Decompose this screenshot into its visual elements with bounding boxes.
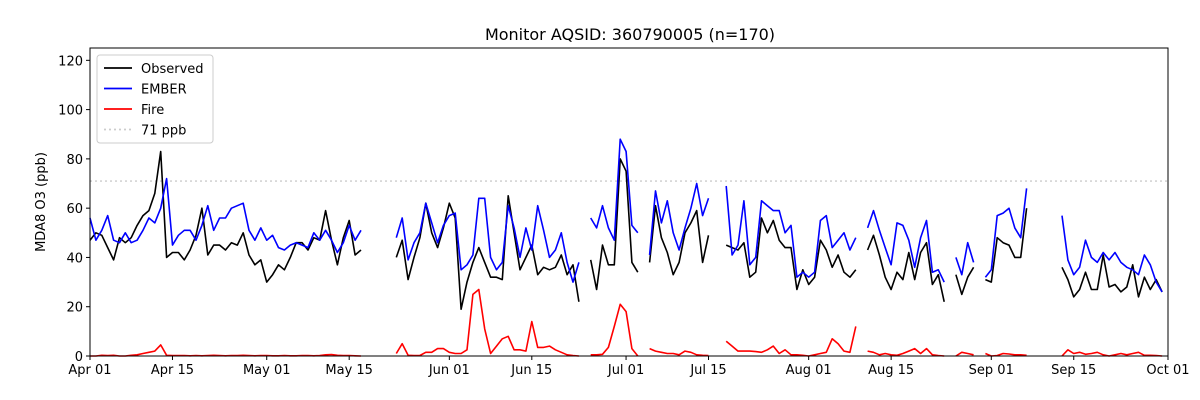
x-tick-label: May 01 <box>243 363 291 378</box>
y-tick-label: 100 <box>58 104 83 119</box>
x-tick-label: May 15 <box>325 363 373 378</box>
y-tick-label: 0 <box>75 350 83 365</box>
legend-label: Observed <box>141 62 204 77</box>
fire-line-segment-6 <box>867 347 945 357</box>
fire-line-segment-2 <box>395 288 579 357</box>
x-tick-label: Aug 15 <box>868 363 914 378</box>
fire-line-segment-5 <box>725 326 857 357</box>
fire-line-segment-4 <box>649 347 709 357</box>
x-tick-label: Apr 01 <box>68 363 111 378</box>
legend-label: EMBER <box>141 83 187 98</box>
ember-line-segment-5 <box>725 185 857 279</box>
y-tick-label: 40 <box>66 251 83 266</box>
x-tick-label: Jul 01 <box>607 363 644 378</box>
y-axis-label: MDA8 O3 (ppb) <box>34 152 49 252</box>
observed-line-segment-3 <box>589 158 639 291</box>
ember-line-segment-3 <box>590 138 639 241</box>
x-tick-label: Oct 01 <box>1146 363 1189 378</box>
legend: Observed EMBER Fire 71 ppb <box>96 54 214 144</box>
observed-line-segment-1 <box>89 150 362 283</box>
ember-line-segment-2 <box>395 197 580 283</box>
legend-label: 71 ppb <box>141 124 186 139</box>
y-tick-label: 80 <box>66 153 83 168</box>
x-tick-label: Jul 15 <box>689 363 726 378</box>
x-tick-label: Jun 01 <box>428 363 470 378</box>
y-tick-label: 60 <box>66 202 83 217</box>
observed-line-segment-6 <box>866 234 945 302</box>
ember-line-segment-7 <box>955 241 975 276</box>
fire-line-segment-3 <box>590 303 639 357</box>
ember-line-segment-6 <box>866 209 945 283</box>
ember-line-segment-9 <box>1061 215 1163 293</box>
observed-line-segment-4 <box>648 204 710 276</box>
x-tick-label: Sep 15 <box>1051 363 1096 378</box>
x-tick-label: Aug 01 <box>786 363 832 378</box>
x-tick-label: Apr 15 <box>151 363 194 378</box>
fire-line-segment-7 <box>955 351 974 357</box>
fire-line-segment-9 <box>1061 348 1163 357</box>
ember-line-segment-4 <box>648 182 710 256</box>
legend-label: Fire <box>141 103 164 118</box>
observed-line-segment-9 <box>1061 254 1163 298</box>
observed-line-segment-8 <box>985 208 1028 283</box>
y-tick-label: 20 <box>66 301 83 316</box>
observed-line-segment-5 <box>725 217 857 291</box>
x-tick-label: Jun 15 <box>510 363 552 378</box>
ember-line-segment-8 <box>984 188 1028 278</box>
series-layer <box>89 138 1163 357</box>
y-tick-label: 120 <box>58 54 83 69</box>
chart-title: Monitor AQSID: 360790005 (n=170) <box>485 25 775 44</box>
fire-line-segment-1 <box>90 344 362 357</box>
observed-line-segment-7 <box>955 266 975 296</box>
plot-frame <box>89 47 1169 357</box>
ember-line-segment-1 <box>89 177 362 254</box>
axis-layer: Apr 01 Apr 15 May 01 May 15 Jun 01 Jun 15 Jul … <box>58 54 1189 378</box>
legend-box <box>96 54 214 144</box>
x-tick-label: Sep 01 <box>969 363 1014 378</box>
